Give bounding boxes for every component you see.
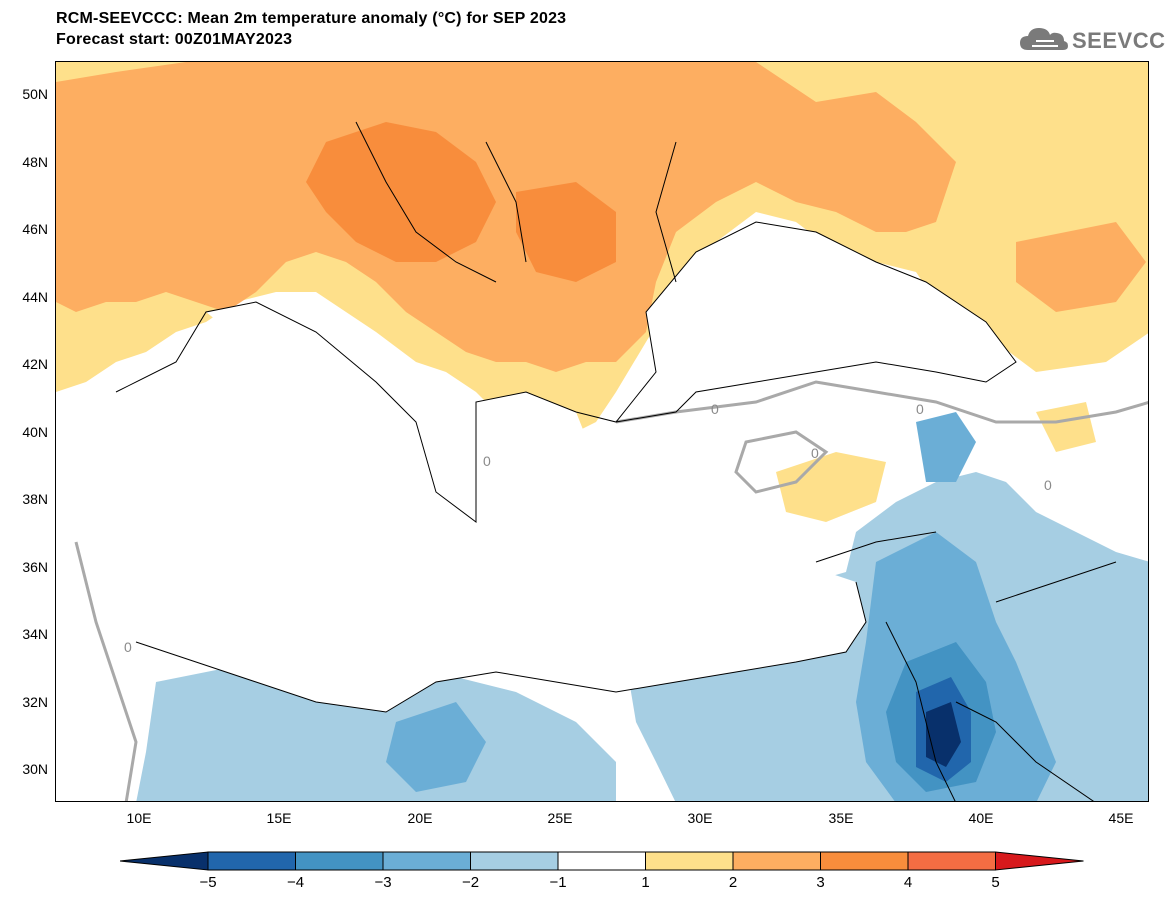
logo-text: SEEVCCC xyxy=(1072,28,1165,53)
lat-label-46n: 46N xyxy=(22,221,48,237)
colorbar-cell xyxy=(645,851,734,871)
lat-label-34n: 34N xyxy=(22,626,48,642)
lat-label-38n: 38N xyxy=(22,491,48,507)
zero-contour-c xyxy=(74,541,138,801)
cold-anomaly-core xyxy=(926,702,961,767)
lat-label-36n: 36N xyxy=(22,559,48,575)
warm-anomaly-3to4-b xyxy=(516,182,616,282)
lon-label-15e: 15E xyxy=(266,810,292,826)
lat-label-42n: 42N xyxy=(22,356,48,372)
contour-label: 0 xyxy=(1044,477,1052,493)
colorbar-cell xyxy=(382,851,471,871)
colorbar-cell xyxy=(907,851,996,871)
zero-contour xyxy=(615,380,1148,424)
warm-anomaly-3to4 xyxy=(306,122,496,262)
black-sea xyxy=(646,222,1016,392)
lat-label-30n: 30N xyxy=(22,761,48,777)
contour-label: 0 xyxy=(711,401,719,417)
country-borders xyxy=(355,121,1117,801)
cold-anomaly-2to3-b xyxy=(386,702,486,792)
lon-label-20e: 20E xyxy=(407,810,433,826)
mediterranean-sea xyxy=(116,362,866,712)
colorbar-tick-label: 3 xyxy=(816,874,825,891)
seevccc-logo: SEEVCCC xyxy=(1018,24,1165,56)
forecast-start-label: Forecast start: 00Z01MAY2023 xyxy=(56,31,293,48)
anomaly-map: 0 0 0 0 0 0 xyxy=(55,61,1149,802)
zero-contour-b xyxy=(734,430,829,494)
colorbar-cell xyxy=(470,851,559,871)
contour-label: 0 xyxy=(811,445,819,461)
lat-label-44n: 44N xyxy=(22,289,48,305)
cloud-icon xyxy=(1020,28,1068,50)
lon-label-30e: 30E xyxy=(687,810,713,826)
lon-label-35e: 35E xyxy=(828,810,854,826)
contour-label: 0 xyxy=(124,639,132,655)
lat-label-32n: 32N xyxy=(22,694,48,710)
warm-anomaly-2to3 xyxy=(56,62,956,372)
colorbar-tick-label: 5 xyxy=(991,874,1000,891)
lon-label-25e: 25E xyxy=(547,810,573,826)
lon-label-10e: 10E xyxy=(126,810,152,826)
lon-label-45e: 45E xyxy=(1108,810,1134,826)
colorbar-tick-label: −4 xyxy=(286,874,305,891)
warm-anomaly-east xyxy=(1016,222,1146,312)
contour-label: 0 xyxy=(483,453,491,469)
coastline xyxy=(115,221,1017,523)
cold-anomaly-1to2-b xyxy=(136,662,616,801)
colorbar-cell xyxy=(732,851,821,871)
colorbar-cell xyxy=(207,851,296,871)
colorbar-cell xyxy=(120,851,209,871)
colorbar-tick-label: 1 xyxy=(641,874,650,891)
colorbar xyxy=(120,851,1084,871)
colorbar-tick-label: 2 xyxy=(728,874,738,891)
colorbar-cell xyxy=(820,851,909,871)
aegean-sea xyxy=(476,392,596,522)
coastline-south xyxy=(135,581,867,713)
warm-anomaly-caucasus xyxy=(1036,402,1096,452)
colorbar-cell xyxy=(995,851,1084,871)
colorbar-cell xyxy=(295,851,384,871)
map-title: RCM-SEEVCCC: Mean 2m temperature anomaly… xyxy=(56,10,567,27)
colorbar-cell xyxy=(557,851,646,871)
colorbar-tick-label: −5 xyxy=(199,874,217,891)
colorbar-tick-label: 4 xyxy=(903,874,913,891)
adriatic-sea xyxy=(206,302,416,442)
cold-anomaly-anatolia xyxy=(916,412,976,482)
lon-label-40e: 40E xyxy=(968,810,994,826)
contour-label: 0 xyxy=(916,401,924,417)
colorbar-tick-label: −3 xyxy=(374,874,392,891)
colorbar-tick-label: −2 xyxy=(461,874,480,891)
lat-label-48n: 48N xyxy=(22,154,48,170)
lat-label-50n: 50N xyxy=(22,86,48,102)
colorbar-tick-label: −1 xyxy=(549,874,567,891)
lat-label-40n: 40N xyxy=(22,424,48,440)
map-canvas: 0 0 0 0 0 0 xyxy=(56,62,1148,801)
warm-anomaly-central-anatolia xyxy=(776,452,886,522)
